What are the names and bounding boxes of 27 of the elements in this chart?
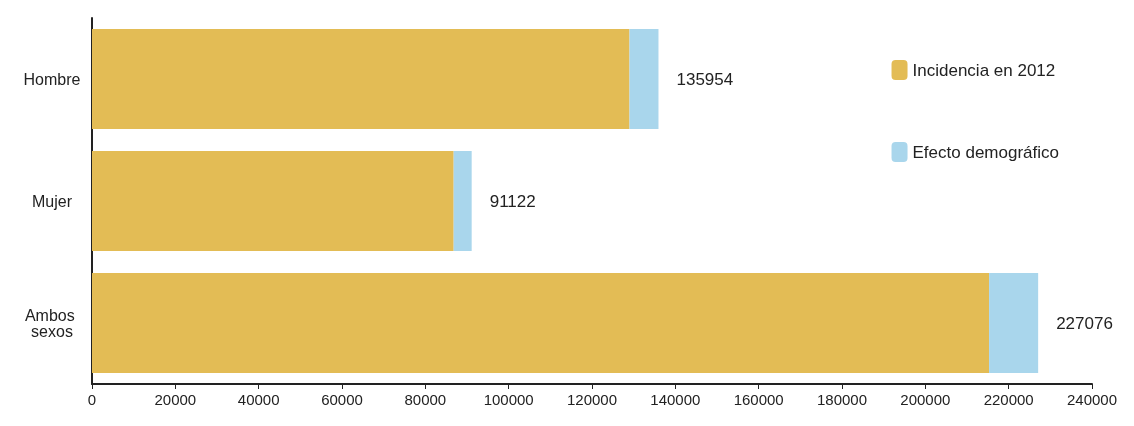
legend-label: Incidencia en 2012: [912, 60, 1056, 80]
x-tick-label: 100000: [483, 391, 534, 408]
x-tick-label: 180000: [816, 391, 868, 408]
x-tick-label: 40000: [237, 391, 280, 408]
x-tick-label: 0: [87, 391, 97, 408]
bar: [989, 272, 1039, 374]
bar: [453, 150, 472, 252]
x-tick-label: 240000: [1066, 391, 1118, 408]
x-tick-label: 60000: [321, 391, 363, 408]
total-label: 91122: [489, 191, 536, 211]
total-label: 227076: [1056, 313, 1113, 333]
y-tick-label: Ambos sexos: [24, 306, 80, 340]
x-tick-label: 200000: [900, 391, 951, 408]
x-tick-label: 120000: [566, 391, 618, 408]
total-label: 135954: [676, 69, 734, 89]
bar: [92, 28, 630, 130]
x-tick-label: 80000: [404, 391, 447, 408]
legend-label: Efecto demográfico: [912, 142, 1059, 162]
bar: [92, 150, 454, 252]
y-tick-label: Mujer: [31, 192, 73, 210]
bar: [92, 272, 990, 374]
bar: [629, 28, 659, 130]
x-tick-label: 220000: [983, 391, 1034, 408]
y-tick-label: Hombre: [23, 70, 81, 88]
x-tick-label: 20000: [154, 391, 197, 408]
x-tick-label: 140000: [650, 391, 701, 408]
x-tick-label: 160000: [733, 391, 784, 408]
